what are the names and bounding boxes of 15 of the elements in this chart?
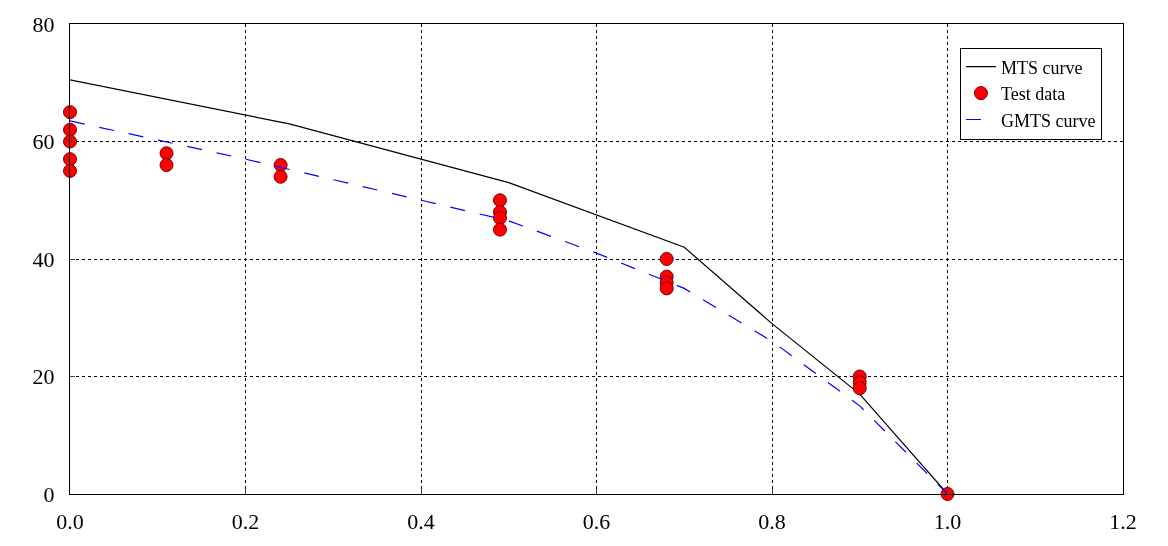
x-tick-label: 0.4 <box>407 509 435 535</box>
y-tick-label: 40 <box>32 246 55 272</box>
x-tick-label: 0.8 <box>758 509 786 535</box>
y-tick-label: 80 <box>32 11 55 37</box>
x-tick-label: 1.2 <box>1109 509 1137 535</box>
legend-label: MTS curve <box>1000 57 1083 78</box>
x-tick-label: 0.0 <box>56 509 84 535</box>
x-tick-label: 1.0 <box>933 509 962 535</box>
legend-label: GMTS curve <box>1000 110 1096 131</box>
x-tick-label: 0.2 <box>231 509 260 535</box>
y-tick-label: 0 <box>43 481 55 507</box>
x-tick-label: 0.6 <box>582 509 611 535</box>
y-tick-label: 20 <box>32 364 55 390</box>
legend-label: Test data <box>1000 84 1066 105</box>
y-tick-label: 60 <box>32 129 55 155</box>
